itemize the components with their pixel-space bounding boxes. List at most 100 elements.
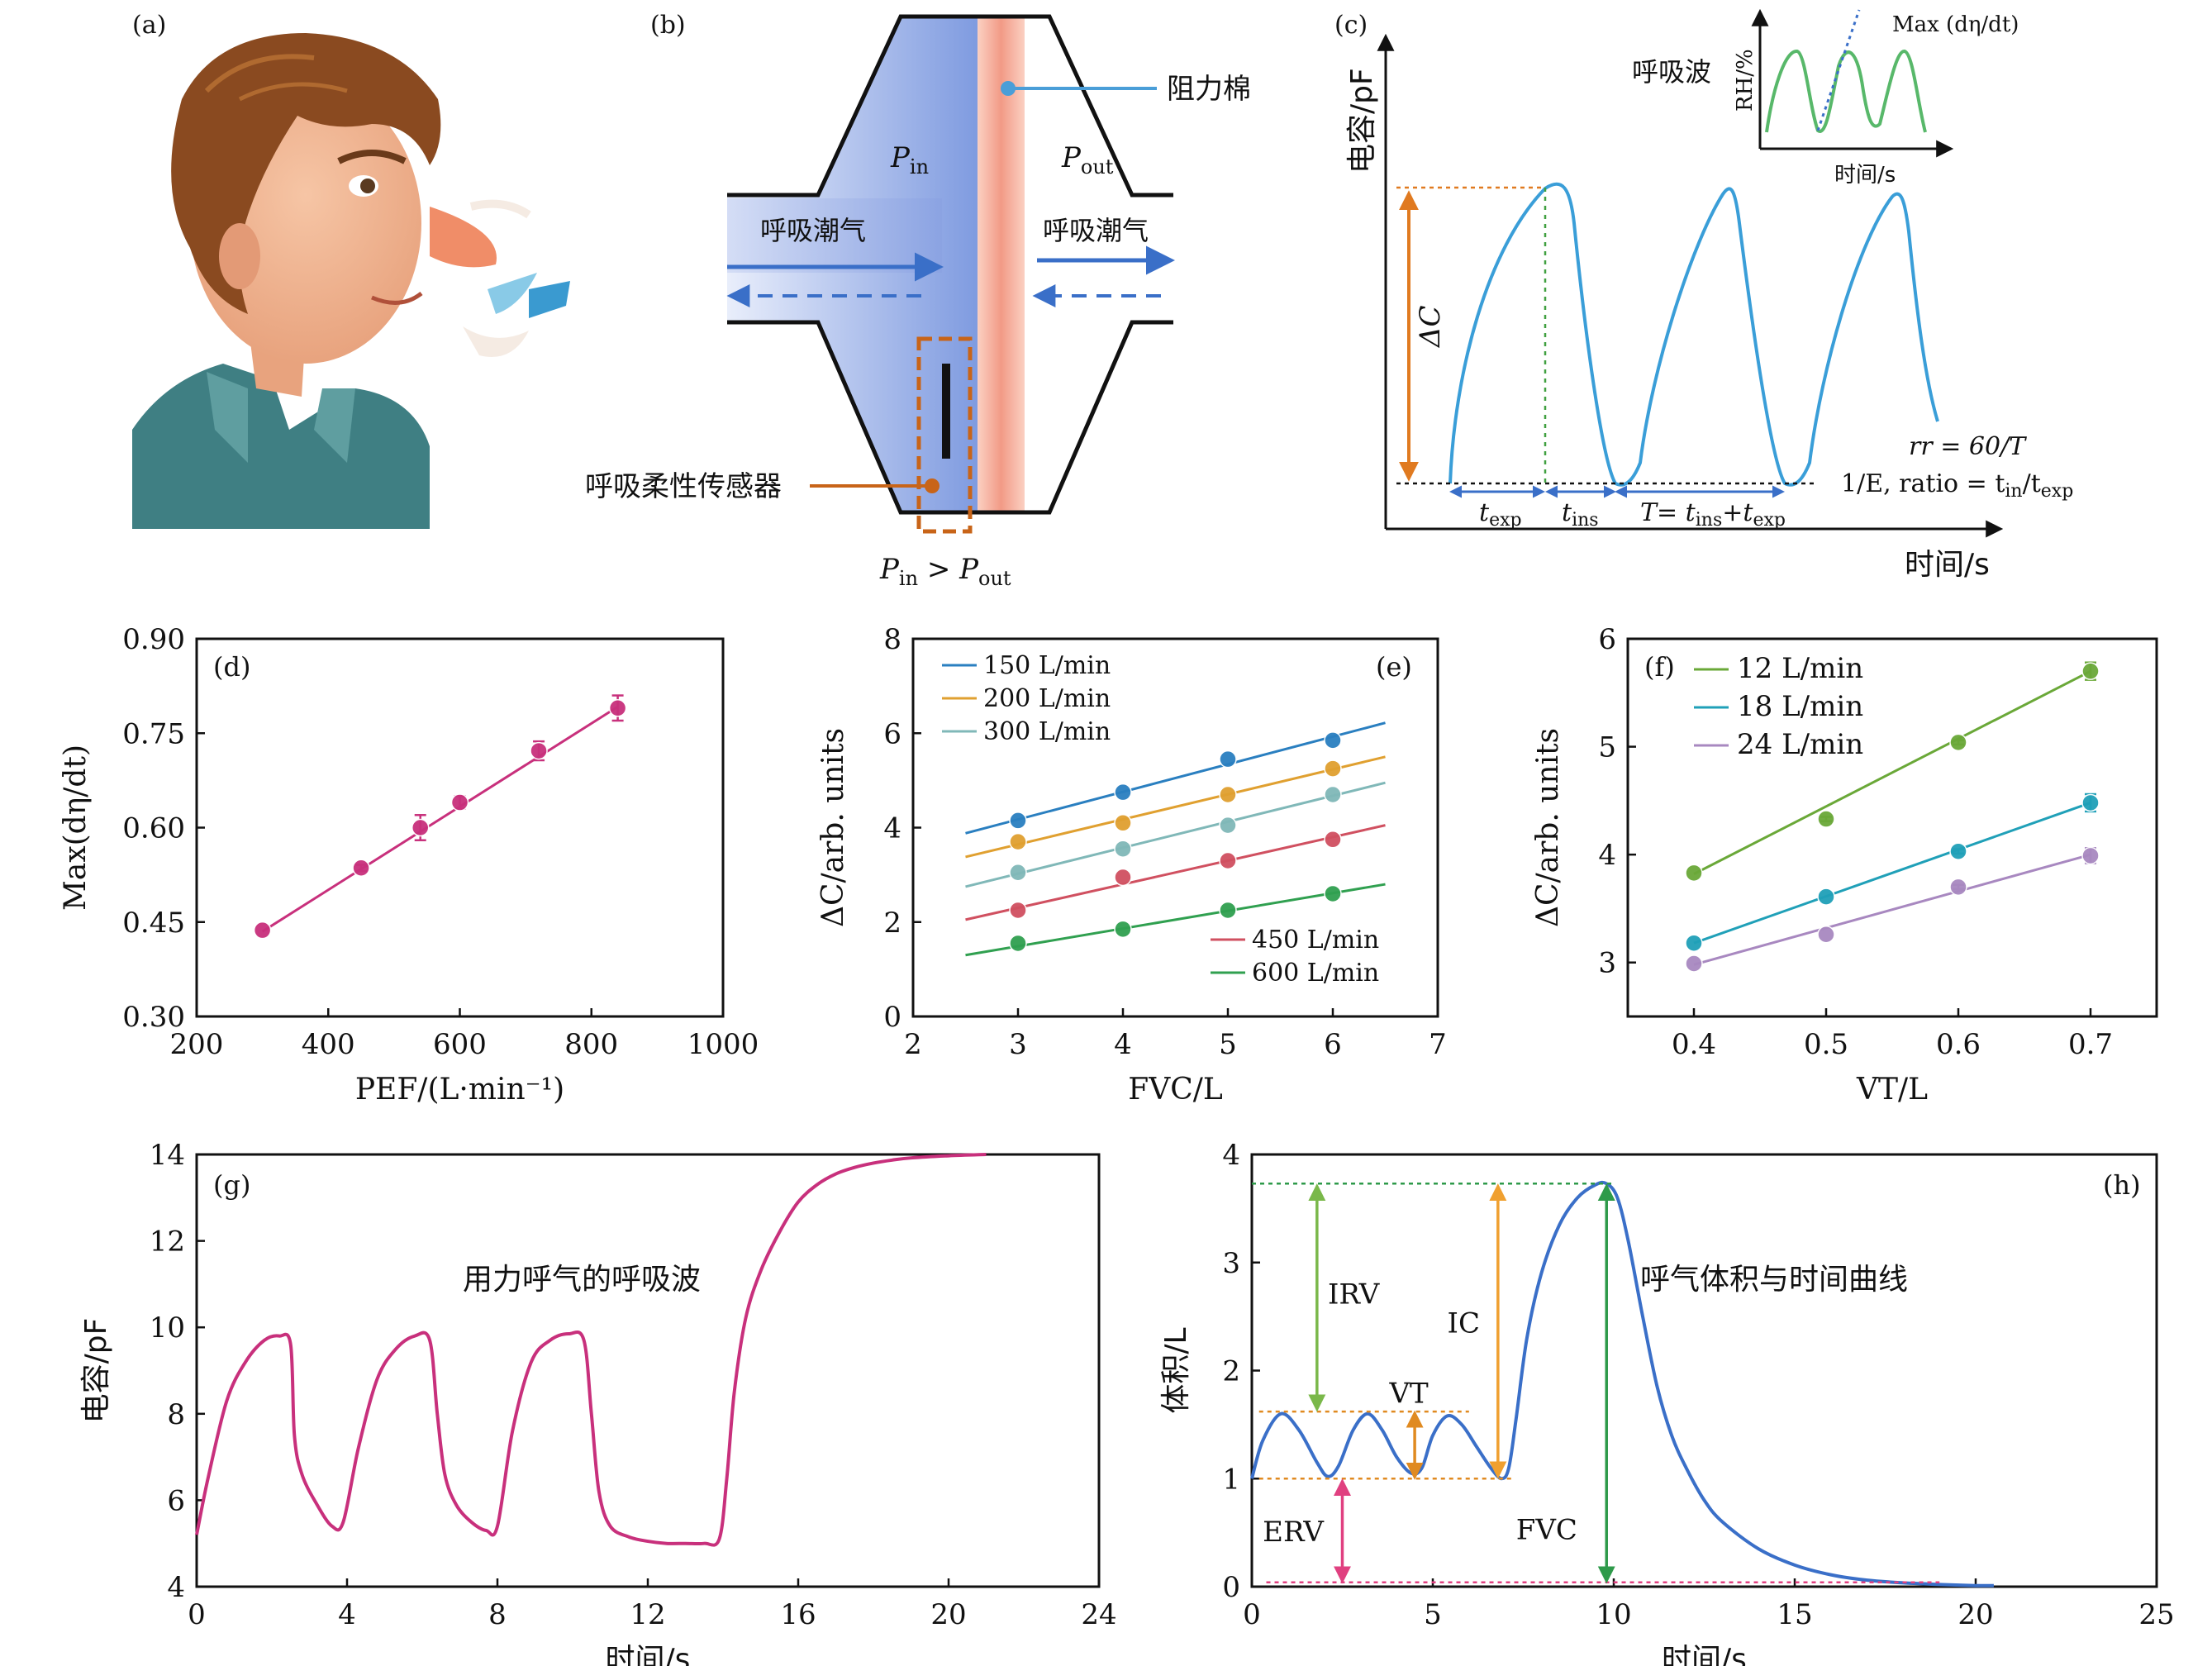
h-series-line [1250, 1180, 1994, 1587]
e-legend-label: 300 L/min [983, 717, 1111, 746]
f-data-point [1817, 810, 1835, 828]
f-data-point [2081, 846, 2100, 865]
e-x-tick-label: 4 [1114, 1028, 1132, 1061]
sensor-label: 呼吸柔性传感器 [585, 470, 782, 503]
sensor-element [942, 364, 950, 459]
resistance-label: 阻力棉 [1167, 73, 1251, 106]
d-x-axis-label: PEF/(L·min⁻¹) [355, 1073, 564, 1107]
h-y-tick-label: 0 [1222, 1571, 1240, 1604]
f-data-point [1949, 878, 1967, 897]
e-data-point [1324, 731, 1342, 750]
c-ratio: 1/E, ratio = tin/texp [1841, 469, 2073, 502]
e-x-tick-label: 5 [1219, 1028, 1237, 1061]
g-annotation: 用力呼气的呼吸波 [463, 1263, 701, 1297]
e-data-point [1219, 750, 1237, 769]
e-data-point [1114, 840, 1132, 858]
g-y-tick-label: 4 [167, 1571, 185, 1604]
f-legend-label: 24 L/min [1737, 728, 1863, 761]
d-plot-frame [195, 637, 725, 1018]
d-y-tick-label: 0.75 [122, 717, 185, 750]
c-inset-max-slope [1816, 9, 1861, 131]
e-y-tick-label: 4 [883, 812, 901, 845]
d-y-tick-label: 0.30 [122, 1001, 185, 1034]
d-y-tick-label: 0.90 [122, 623, 185, 656]
h-irv-label: IRV [1328, 1278, 1381, 1311]
f-fit-line [1693, 669, 2091, 875]
e-data-point [1114, 814, 1132, 832]
d-x-tick-label: 800 [564, 1028, 618, 1061]
d-y-tick-label: 0.60 [122, 812, 185, 845]
e-x-axis-label: FVC/L [1128, 1073, 1223, 1107]
e-fit-line [965, 781, 1386, 888]
d-x-tick-label: 1000 [687, 1028, 759, 1061]
c-breathing-curve [1449, 182, 1939, 487]
d-data-point [608, 699, 627, 717]
g-y-tick-label: 14 [150, 1139, 185, 1172]
h-ic-label: IC [1448, 1307, 1480, 1340]
resistance-cotton [978, 17, 1025, 512]
f-fit-line [1693, 802, 2091, 945]
f-data-point [2081, 793, 2100, 812]
f-data-point [1817, 926, 1835, 944]
charts-layer: (d)200 400 600 800 10000.300.450.600.750.90P… [59, 623, 2175, 1666]
e-data-point [1009, 901, 1027, 920]
e-fit-line [965, 824, 1386, 921]
panel-c-label: (c) [1334, 11, 1368, 40]
device-outline [727, 14, 1173, 515]
c-inset-xlabel: 时间/s [1834, 163, 1896, 188]
c-y-label: 电容/pF [1345, 68, 1379, 174]
d-y-tick-label: 0.45 [122, 907, 185, 940]
g-y-tick-label: 10 [150, 1311, 185, 1345]
f-legend-label: 18 L/min [1737, 690, 1863, 723]
e-legend-label: 150 L/min [983, 651, 1111, 680]
h-x-tick-label: 25 [2138, 1598, 2174, 1631]
p-in-label: Pin [890, 141, 929, 178]
f-x-axis-label: VT/L [1856, 1073, 1928, 1107]
g-x-axis-label: 时间/s [606, 1643, 691, 1666]
g-x-tick-label: 24 [1081, 1598, 1116, 1631]
e-x-tick-label: 6 [1324, 1028, 1342, 1061]
f-plot-frame [1626, 637, 2158, 1018]
chart-d: (d) 200 400 600 800 1000 0.30 0.45 0.60 0.75 0.90 P… [59, 623, 759, 1107]
h-y-tick-label: 4 [1222, 1139, 1240, 1172]
panel-b-label: (b) [650, 11, 686, 40]
e-y-tick-label: 6 [883, 717, 901, 750]
f-data-point [1685, 954, 1703, 973]
h-x-axis-label: 时间/s [1662, 1643, 1747, 1666]
h-vt-label: VT [1388, 1378, 1429, 1411]
e-fit-line [965, 721, 1386, 835]
e-data-point [1009, 864, 1027, 882]
e-data-point [1114, 783, 1132, 802]
g-x-tick-label: 8 [488, 1598, 507, 1631]
h-y-tick-label: 2 [1222, 1355, 1240, 1388]
f-legend-label: 12 L/min [1737, 652, 1863, 685]
e-legend-label: 450 L/min [1252, 926, 1379, 954]
c-inset: 呼吸波 RH/% 时间/s Max (dη/dt) [1632, 8, 2019, 188]
h-y-axis-label: 体积/L [1159, 1327, 1193, 1413]
e-data-point [1324, 759, 1342, 778]
e-y-tick-label: 8 [883, 623, 901, 656]
e-data-point [1324, 831, 1342, 849]
g-y-axis-label: 电容/pF [79, 1318, 113, 1424]
g-x-tick-label: 16 [780, 1598, 816, 1631]
f-y-axis-label: ΔC/arb. units [1531, 728, 1565, 927]
h-panel-label: (h) [2103, 1169, 2141, 1201]
e-data-point [1009, 832, 1027, 851]
g-plot-frame [195, 1153, 1101, 1588]
panel-a: (a) [132, 11, 570, 529]
h-x-tick-label: 15 [1777, 1598, 1812, 1631]
c-t-ins: tins [1562, 498, 1599, 531]
tidal-label-left: 呼吸潮气 [760, 215, 866, 246]
f-y-tick-label: 6 [1598, 623, 1616, 656]
f-fit-line [1693, 853, 2091, 966]
f-data-point [1949, 733, 1967, 752]
f-panel-label: (f) [1644, 651, 1675, 683]
h-x-tick-label: 0 [1243, 1598, 1261, 1631]
d-data-point [352, 859, 370, 877]
d-y-axis-label: Max(dη/dt) [59, 745, 93, 911]
d-x-tick-label: 400 [302, 1028, 355, 1061]
f-y-tick-label: 3 [1598, 947, 1616, 980]
